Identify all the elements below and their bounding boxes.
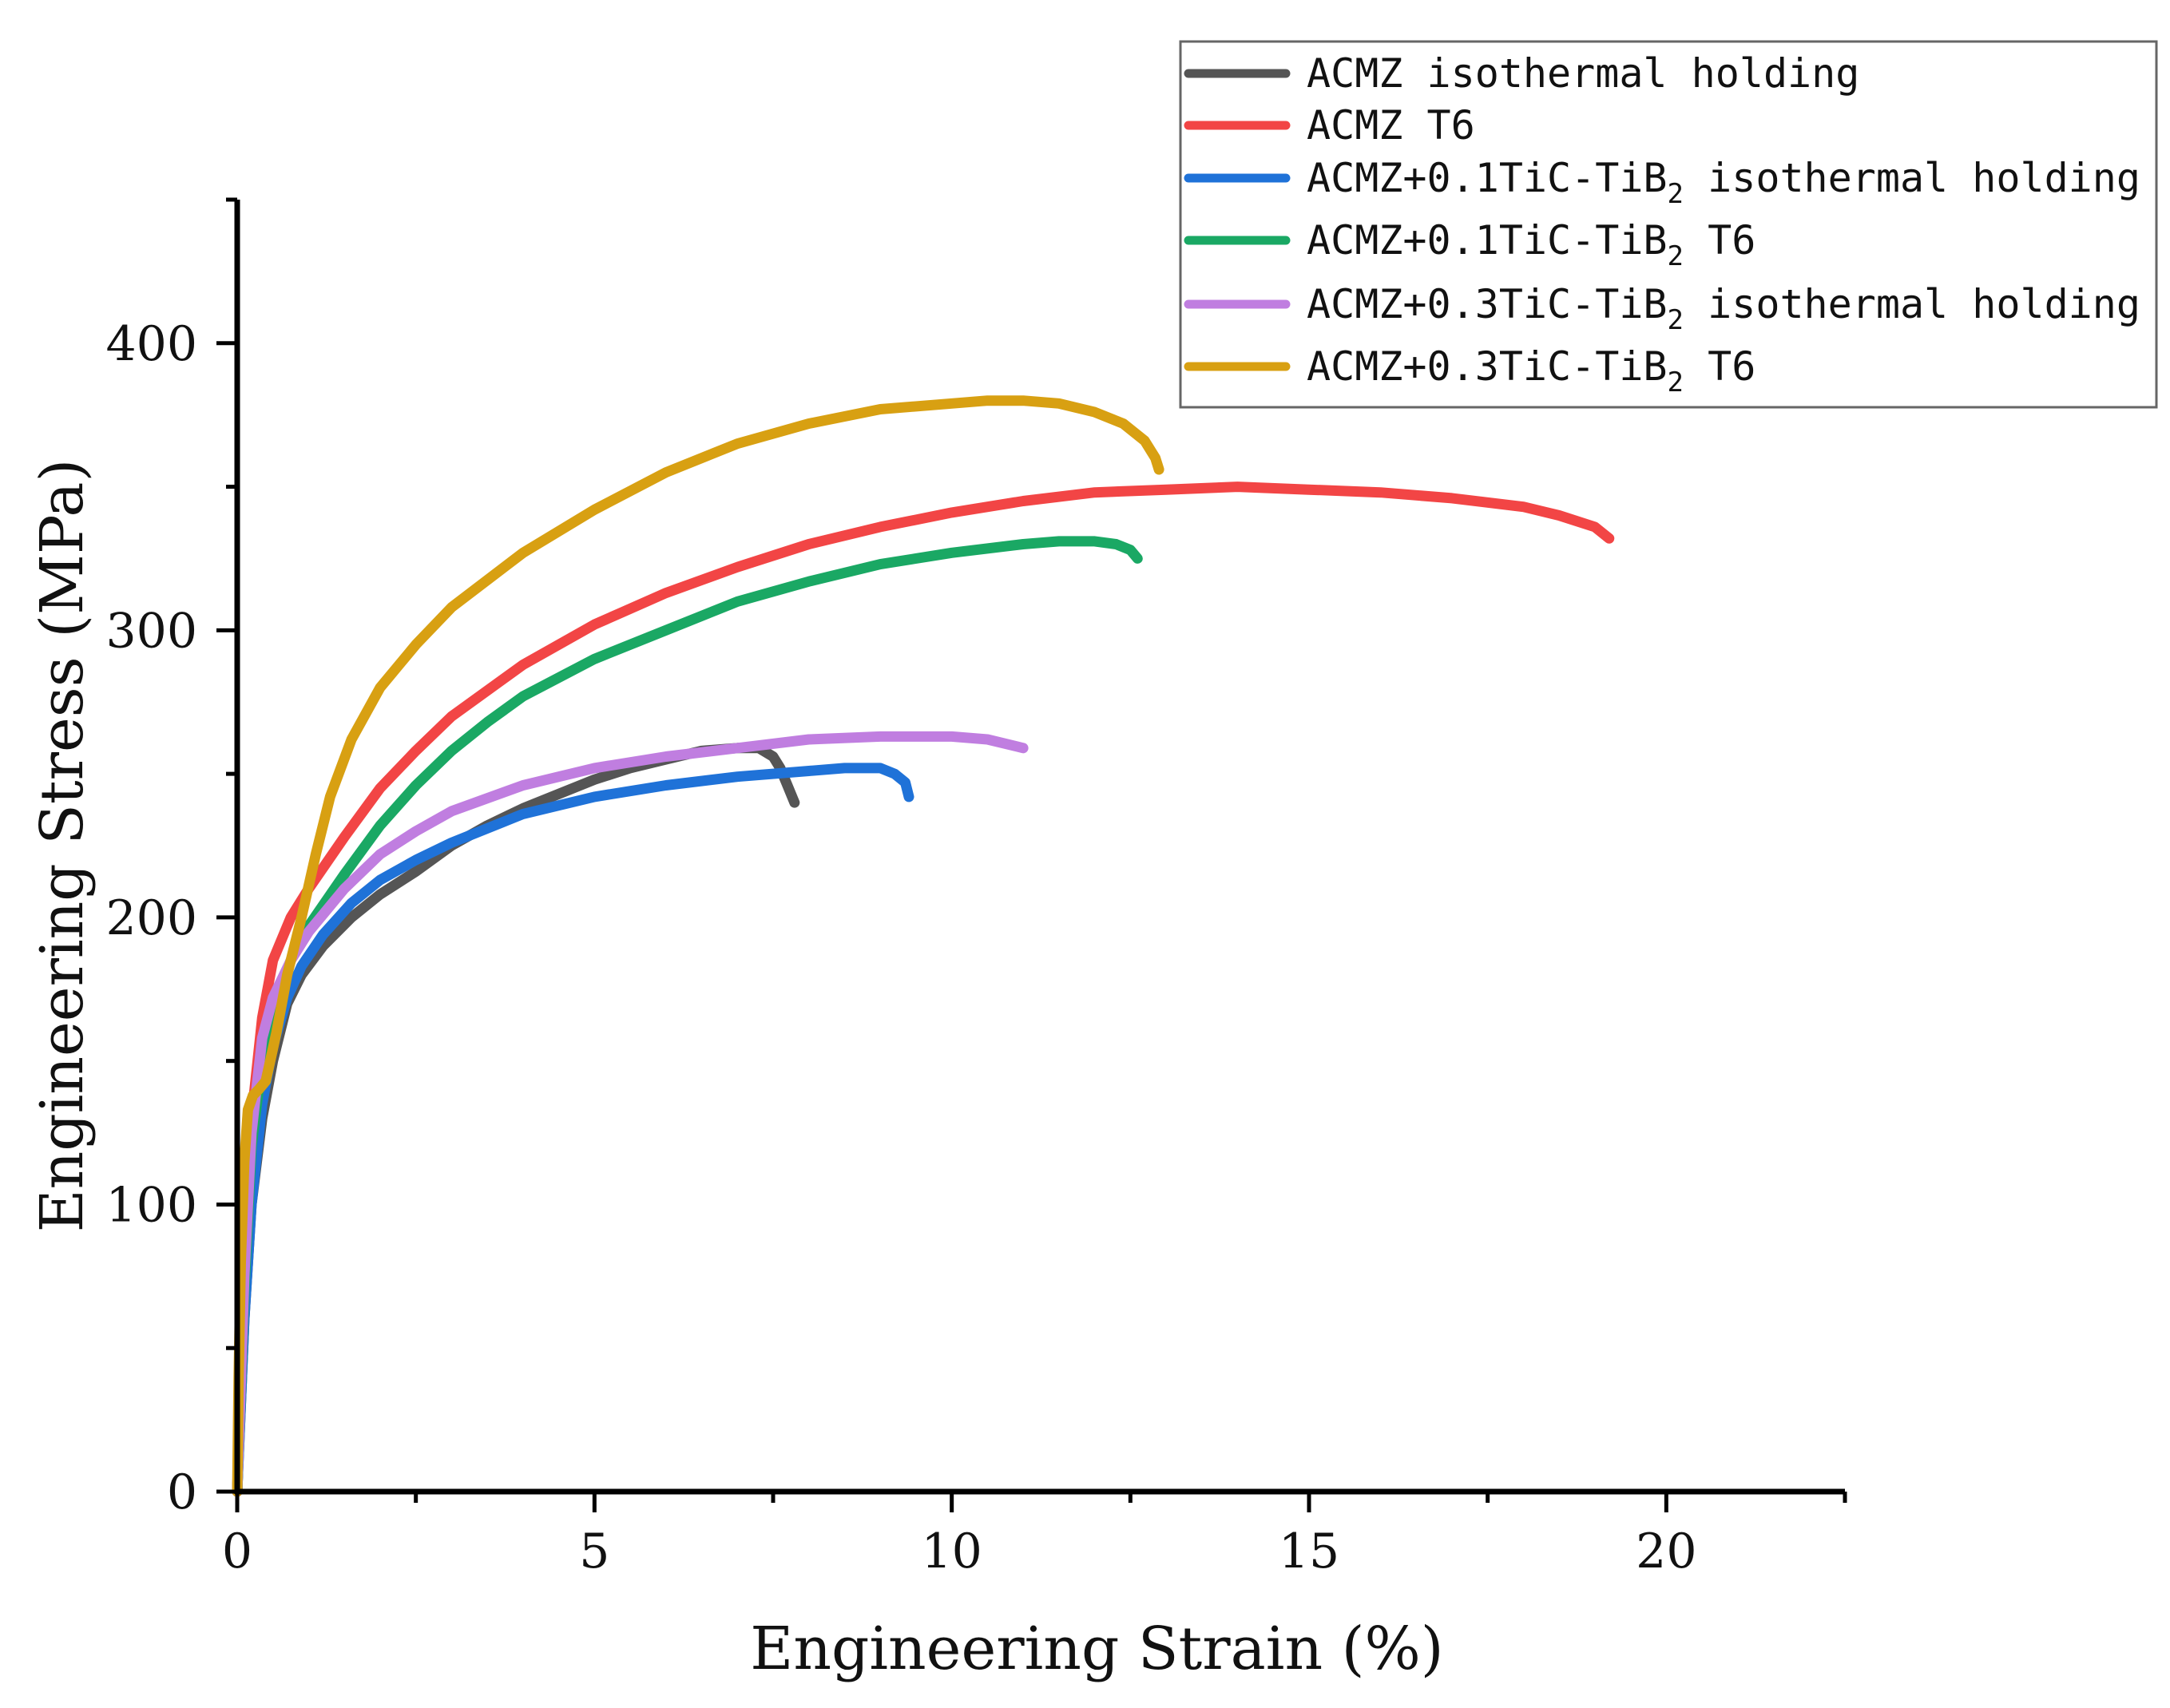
y-tick-label: 100 <box>105 1177 197 1233</box>
legend-label-subscript: 2 <box>1668 304 1684 336</box>
legend-label: ACMZ+0.1TiC-TiB2 T6 <box>1307 217 1755 272</box>
legend-label: ACMZ isothermal holding <box>1307 50 1859 97</box>
x-axis-title: Engineering Strain (%) <box>750 1615 1443 1683</box>
y-tick-label: 300 <box>105 603 197 659</box>
legend-label-main: ACMZ+0.3TiC-TiB <box>1307 281 1668 327</box>
legend-items: ACMZ isothermal holding ACMZ T6 ACMZ+0.1Ti… <box>1184 50 2140 398</box>
legend-label-subscript: 2 <box>1668 367 1684 398</box>
legend-label-tail: T6 <box>1684 343 1755 390</box>
x-tick-label: 5 <box>579 1524 609 1579</box>
legend-label-tail: isothermal holding <box>1684 281 2140 327</box>
legend-label-main: ACMZ T6 <box>1307 102 1475 149</box>
y-axis-title: Engineering Stress (MPa) <box>28 459 97 1233</box>
legend-label-main: ACMZ isothermal holding <box>1307 50 1859 97</box>
y-tick-label: 400 <box>105 316 197 372</box>
x-tick-label: 15 <box>1279 1524 1339 1579</box>
x-tick-label: 10 <box>921 1524 982 1579</box>
legend-label: ACMZ+0.3TiC-TiB2 T6 <box>1307 343 1755 398</box>
y-tick-label: 200 <box>105 890 197 946</box>
legend-box <box>1179 40 2158 409</box>
legend-label-tail: isothermal holding <box>1684 155 2140 201</box>
legend-item: ACMZ+0.1TiC-TiB2 isothermal holding <box>1184 155 2140 210</box>
legend-label-main: ACMZ+0.3TiC-TiB <box>1307 343 1668 390</box>
x-tick-label: 0 <box>222 1524 252 1579</box>
x-tick-label: 20 <box>1636 1524 1696 1579</box>
legend-label-subscript: 2 <box>1668 178 1684 210</box>
legend-label: ACMZ+0.3TiC-TiB2 isothermal holding <box>1307 281 2140 336</box>
series-line-6 <box>232 395 1164 1497</box>
legend-label-tail: T6 <box>1684 217 1755 264</box>
series-layer <box>232 395 1615 1497</box>
legend-label: ACMZ+0.1TiC-TiB2 isothermal holding <box>1307 155 2140 210</box>
legend-item: ACMZ+0.1TiC-TiB2 T6 <box>1184 217 1755 272</box>
legend-item: ACMZ+0.3TiC-TiB2 T6 <box>1184 343 1755 398</box>
legend: ACMZ isothermal holding ACMZ T6 ACMZ+0.1Ti… <box>1179 40 2158 409</box>
legend-label-main: ACMZ+0.1TiC-TiB <box>1307 217 1668 264</box>
legend-item: ACMZ T6 <box>1184 102 1475 149</box>
legend-label-subscript: 2 <box>1668 240 1684 272</box>
legend-label-main: ACMZ+0.1TiC-TiB <box>1307 155 1668 201</box>
legend-item: ACMZ+0.3TiC-TiB2 isothermal holding <box>1184 281 2140 336</box>
legend-label: ACMZ T6 <box>1307 102 1475 149</box>
legend-item: ACMZ isothermal holding <box>1184 50 1859 97</box>
series-line-2 <box>232 481 1615 1497</box>
y-tick-label: 0 <box>167 1464 197 1520</box>
series-line-5 <box>232 731 1029 1497</box>
